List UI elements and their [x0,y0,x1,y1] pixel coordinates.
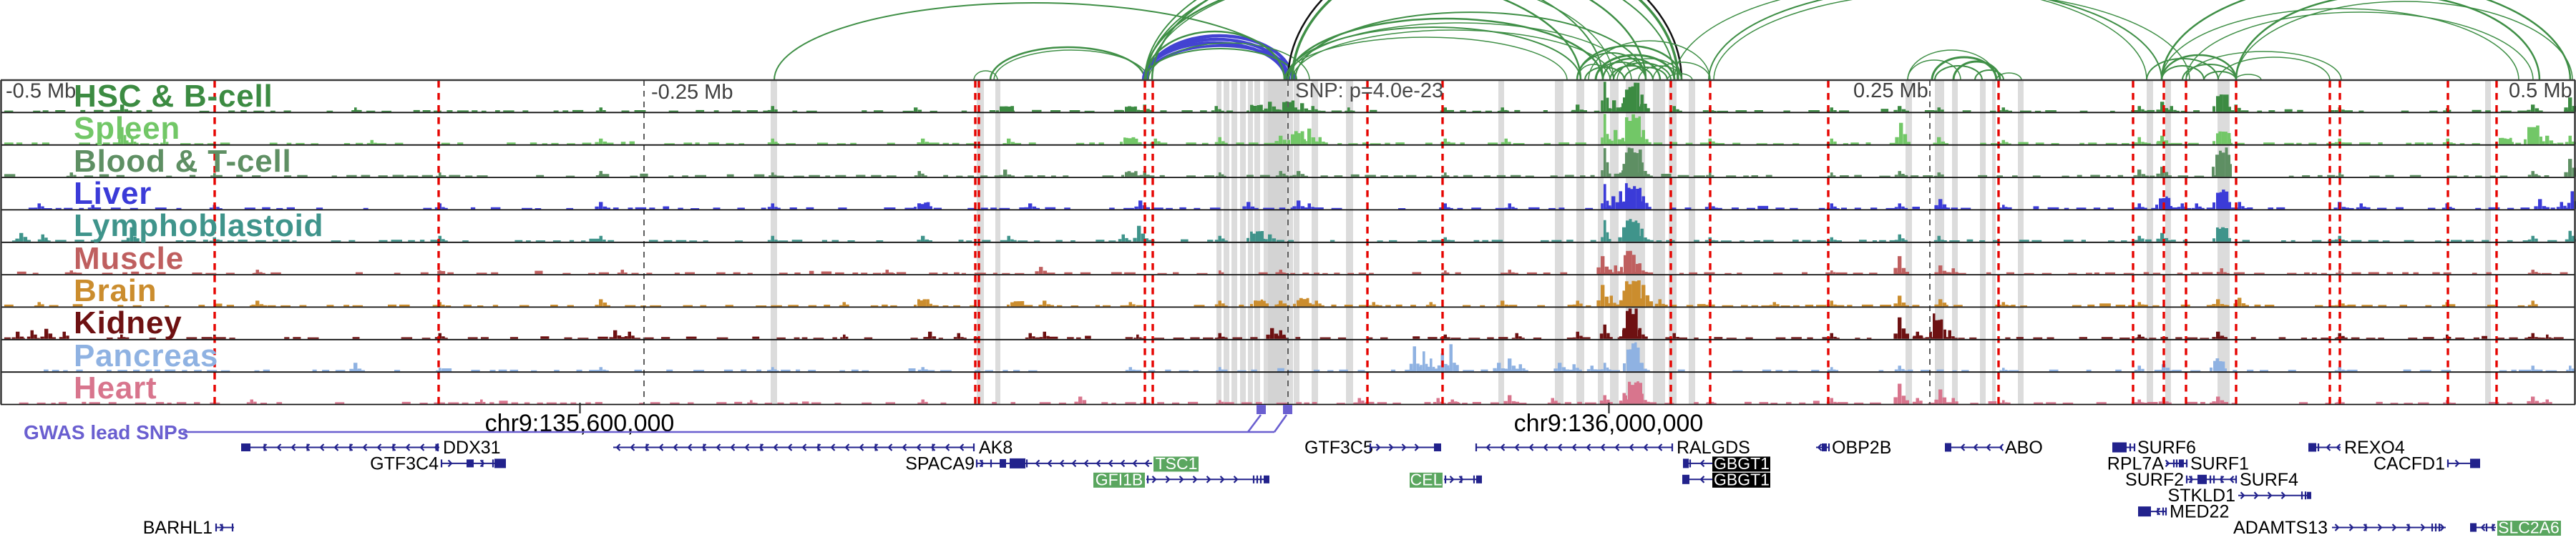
svg-text:HSC & B-cell: HSC & B-cell [74,79,273,114]
svg-text:MED22: MED22 [2170,502,2229,522]
svg-text:BARHL1: BARHL1 [143,518,213,536]
svg-text:chr9:136,000,000: chr9:136,000,000 [1514,410,1704,437]
svg-text:GTF3C5: GTF3C5 [1304,438,1373,458]
svg-text:SPACA9: SPACA9 [905,453,975,473]
svg-text:ABO: ABO [2005,438,2043,458]
svg-text:Liver: Liver [74,176,152,211]
svg-text:RALGDS: RALGDS [1677,438,1750,458]
svg-text:STKLD1: STKLD1 [2168,486,2235,506]
svg-text:Kidney: Kidney [74,305,182,340]
svg-text:AK8: AK8 [979,438,1013,458]
svg-text:Spleen: Spleen [74,111,180,146]
svg-text:OBP2B: OBP2B [1832,438,1891,458]
svg-text:Blood & T-cell: Blood & T-cell [74,144,292,179]
svg-text:SLC2A6: SLC2A6 [2498,519,2560,537]
svg-text:SURF4: SURF4 [2240,470,2298,490]
svg-text:Pancreas: Pancreas [74,338,218,373]
svg-text:Brain: Brain [74,273,157,308]
svg-text:-0.25 Mb: -0.25 Mb [651,81,733,104]
svg-text:SURF6: SURF6 [2137,438,2196,458]
svg-text:GWAS lead SNPs: GWAS lead SNPs [24,421,188,443]
svg-text:ADAMTS13: ADAMTS13 [2233,518,2328,536]
svg-text:DDX31: DDX31 [443,438,501,458]
svg-text:CACFD1: CACFD1 [2373,453,2445,473]
svg-text:RPL7A: RPL7A [2107,453,2165,473]
svg-text:TSC1: TSC1 [1156,454,1198,473]
svg-text:Lymphoblastoid: Lymphoblastoid [74,208,323,243]
svg-text:GBGT1: GBGT1 [1714,470,1770,489]
svg-text:GTF3C4: GTF3C4 [370,453,439,473]
svg-text:CEL: CEL [1410,470,1443,489]
svg-text:GFI1B: GFI1B [1096,470,1143,489]
svg-text:0.5 Mb: 0.5 Mb [2509,79,2572,102]
svg-text:SURF1: SURF1 [2190,453,2249,473]
svg-text:-0.5 Mb: -0.5 Mb [6,80,76,103]
svg-text:0.25 Mb: 0.25 Mb [1853,79,1928,102]
svg-text:Heart: Heart [74,370,157,406]
svg-text:Muscle: Muscle [74,241,184,276]
svg-text:SNP: p=4.0e-23: SNP: p=4.0e-23 [1295,79,1443,102]
svg-text:SURF2: SURF2 [2125,470,2184,490]
svg-text:GBGT1: GBGT1 [1714,454,1770,473]
svg-text:REXO4: REXO4 [2344,438,2405,458]
